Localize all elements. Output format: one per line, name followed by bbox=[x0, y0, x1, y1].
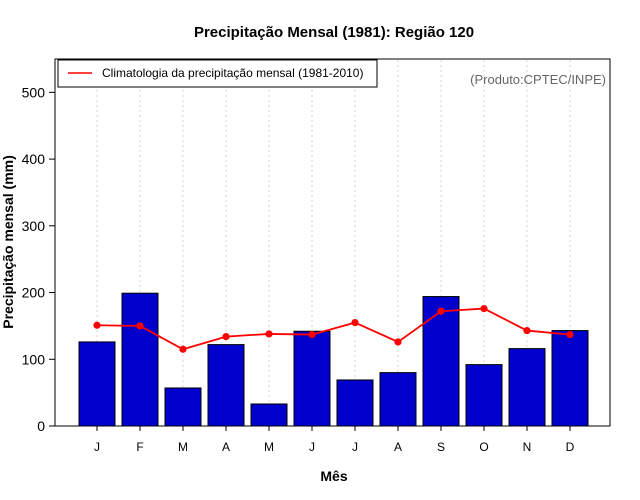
bar-7 bbox=[379, 372, 417, 427]
bar-5 bbox=[293, 330, 331, 427]
y-tick-label: 500 bbox=[22, 84, 46, 100]
y-tick-label: 100 bbox=[22, 351, 46, 367]
x-tick-label: D bbox=[566, 440, 575, 454]
climatology-point-11 bbox=[566, 330, 574, 339]
climatology-point-0 bbox=[93, 321, 101, 329]
x-axis-label: Mês bbox=[320, 468, 347, 484]
climatology-point-4 bbox=[265, 330, 273, 338]
x-tick-label: J bbox=[352, 440, 358, 454]
x-tick-label: J bbox=[309, 440, 315, 454]
y-tick-label: 200 bbox=[22, 285, 46, 301]
climatology-point-8 bbox=[437, 307, 445, 315]
x-tick-label: M bbox=[178, 440, 188, 454]
bar-3 bbox=[207, 344, 245, 427]
bar-10 bbox=[508, 348, 546, 427]
x-tick-label: J bbox=[94, 440, 100, 454]
climatology-point-3 bbox=[222, 332, 230, 341]
x-tick-label: F bbox=[136, 440, 143, 454]
x-tick-label: O bbox=[479, 440, 488, 454]
x-tick-label: N bbox=[523, 440, 532, 454]
y-tick-label: 300 bbox=[22, 218, 46, 234]
legend: Climatologia da precipitação mensal (198… bbox=[57, 59, 378, 88]
climatology-point-10 bbox=[523, 326, 531, 335]
bar-4 bbox=[250, 403, 288, 427]
y-axis-label: Precipitação mensal (mm) bbox=[0, 155, 16, 329]
y-tick-label: 0 bbox=[37, 418, 45, 434]
climatology-line bbox=[93, 304, 574, 353]
climatology-point-2 bbox=[179, 345, 187, 353]
bar-9 bbox=[465, 364, 503, 427]
bar-8 bbox=[422, 296, 460, 427]
source-annotation: (Produto:CPTEC/INPE) bbox=[470, 72, 606, 87]
climatology-point-5 bbox=[308, 330, 316, 339]
x-tick-label: M bbox=[264, 440, 274, 454]
chart-title: Precipitação Mensal (1981): Região 120 bbox=[194, 24, 474, 41]
bar-6 bbox=[336, 379, 374, 427]
bar-0 bbox=[78, 341, 116, 427]
bar-2 bbox=[164, 387, 202, 427]
climatology-point-1 bbox=[136, 322, 144, 330]
grid-lines bbox=[96, 60, 571, 425]
climatology-point-9 bbox=[480, 304, 488, 313]
x-tick-label: A bbox=[394, 440, 402, 454]
legend-entry-climatology: Climatologia da precipitação mensal (198… bbox=[102, 66, 363, 80]
climatology-point-7 bbox=[394, 338, 402, 346]
plot-frame bbox=[54, 58, 611, 427]
x-tick-label: S bbox=[437, 440, 445, 454]
legend-box bbox=[57, 59, 378, 88]
climatology-series-line bbox=[96, 307, 571, 351]
y-tick-label: 400 bbox=[22, 151, 46, 167]
climatology-point-6 bbox=[351, 318, 359, 327]
x-tick-label: A bbox=[222, 440, 230, 454]
y-axis: 0 100 200 300 400 500 bbox=[22, 84, 55, 434]
precipitation-bars bbox=[78, 292, 589, 427]
bar-1 bbox=[121, 292, 159, 427]
bar-11 bbox=[551, 330, 589, 427]
